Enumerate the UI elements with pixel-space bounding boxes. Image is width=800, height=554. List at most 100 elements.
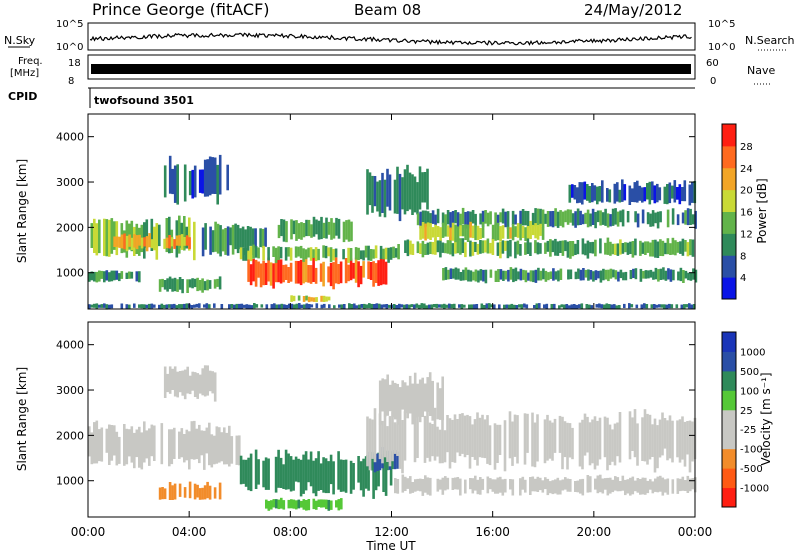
heatmap-cell bbox=[203, 485, 207, 500]
heatmap-cell bbox=[621, 243, 625, 254]
heatmap-cell bbox=[596, 420, 599, 466]
heatmap-cell bbox=[309, 247, 313, 261]
heatmap-cell bbox=[613, 304, 616, 310]
heatmap-cell bbox=[240, 303, 244, 309]
heatmap-cell bbox=[138, 234, 141, 246]
heatmap-cell bbox=[534, 223, 537, 239]
heatmap-cell bbox=[160, 423, 164, 465]
heatmap-cell bbox=[633, 182, 637, 203]
heatmap-cell bbox=[666, 209, 670, 228]
heatmap-cell bbox=[601, 180, 604, 203]
heatmap-cell bbox=[178, 215, 181, 254]
heatmap-cell bbox=[519, 478, 522, 496]
heatmap-cell bbox=[416, 383, 419, 417]
heatmap-cell bbox=[201, 487, 204, 500]
heatmap-cell bbox=[589, 213, 592, 227]
heatmap-cell bbox=[596, 475, 600, 494]
heatmap-cell bbox=[302, 454, 305, 494]
heatmap-cell bbox=[389, 247, 393, 260]
heatmap-cell bbox=[378, 180, 382, 217]
heatmap-cell bbox=[205, 427, 209, 454]
time-tick-label: 00:00 bbox=[71, 525, 106, 539]
heatmap-cell bbox=[314, 458, 318, 497]
heatmap-cell bbox=[270, 304, 274, 309]
heatmap-cell bbox=[483, 419, 487, 459]
y-tick-label: 1000 bbox=[56, 475, 84, 488]
heatmap-cell bbox=[406, 164, 409, 212]
heatmap-cell bbox=[304, 256, 308, 283]
heatmap-cell bbox=[683, 180, 687, 202]
heatmap-cell bbox=[244, 459, 248, 487]
heatmap-cell bbox=[299, 459, 303, 497]
heatmap-cell bbox=[334, 257, 338, 284]
heatmap-cell bbox=[619, 210, 622, 223]
heatmap-cell bbox=[576, 480, 580, 493]
heatmap-cell bbox=[249, 246, 253, 262]
freq-trace bbox=[91, 64, 691, 74]
heatmap-cell bbox=[460, 304, 464, 310]
heatmap-cell bbox=[501, 240, 505, 254]
heatmap-cell bbox=[320, 216, 323, 240]
heatmap-cell bbox=[335, 500, 338, 508]
heatmap-cell bbox=[481, 478, 485, 490]
heatmap-cell bbox=[691, 182, 694, 203]
heatmap-cell bbox=[464, 224, 467, 240]
heatmap-cell bbox=[211, 371, 214, 394]
colorbar-swatch bbox=[722, 370, 736, 391]
heatmap-cell bbox=[646, 212, 650, 225]
heatmap-cell bbox=[498, 304, 501, 310]
heatmap-cell bbox=[459, 272, 463, 281]
heatmap-cell bbox=[605, 303, 609, 309]
heatmap-cell bbox=[554, 271, 558, 280]
heatmap-cell bbox=[158, 224, 161, 247]
heatmap-cell bbox=[473, 419, 477, 460]
heatmap-cell bbox=[442, 268, 445, 281]
heatmap-cell bbox=[499, 212, 502, 223]
heatmap-cell bbox=[567, 269, 570, 280]
heatmap-cell bbox=[398, 387, 402, 420]
heatmap-cell bbox=[215, 426, 219, 464]
heatmap-cell bbox=[255, 304, 259, 308]
heatmap-cell bbox=[649, 269, 653, 278]
heatmap-cell bbox=[518, 304, 521, 308]
heatmap-cell bbox=[360, 304, 364, 308]
heatmap-cell bbox=[292, 220, 296, 235]
heatmap-cell bbox=[233, 304, 236, 310]
heatmap-cell bbox=[457, 268, 460, 280]
heatmap-cell bbox=[506, 211, 510, 229]
heatmap-cell bbox=[466, 414, 469, 455]
heatmap-cell bbox=[274, 247, 278, 263]
heatmap-cell bbox=[459, 478, 462, 496]
heatmap-cell bbox=[456, 419, 459, 453]
heatmap-cell bbox=[438, 429, 442, 464]
heatmap-cell bbox=[173, 239, 176, 249]
heatmap-cell bbox=[542, 268, 545, 280]
heatmap-cell bbox=[638, 185, 642, 201]
heatmap-cell bbox=[464, 267, 468, 281]
heatmap-cell bbox=[598, 186, 602, 202]
heatmap-cell bbox=[566, 209, 570, 225]
heatmap-cell bbox=[591, 183, 594, 203]
heatmap-cell bbox=[342, 221, 346, 243]
heatmap-cell bbox=[508, 411, 512, 459]
heatmap-cell bbox=[267, 257, 270, 282]
heatmap-cell bbox=[539, 477, 542, 491]
heatmap-cell bbox=[592, 271, 595, 282]
heatmap-cell bbox=[469, 478, 472, 490]
heatmap-cell bbox=[684, 210, 687, 225]
heatmap-cell bbox=[115, 236, 119, 247]
heatmap-cell bbox=[476, 225, 480, 241]
heatmap-cell bbox=[283, 304, 286, 310]
heatmap-cell bbox=[337, 218, 341, 239]
heatmap-cell bbox=[426, 409, 429, 458]
heatmap-cell bbox=[584, 243, 587, 256]
heatmap-cell bbox=[534, 269, 538, 283]
heatmap-cell bbox=[438, 388, 442, 420]
heatmap-cell bbox=[297, 246, 300, 257]
heatmap-cell bbox=[206, 481, 209, 499]
heatmap-cell bbox=[130, 237, 134, 250]
heatmap-cell bbox=[138, 426, 141, 468]
heatmap-cell bbox=[529, 270, 533, 282]
heatmap-cell bbox=[391, 411, 394, 462]
y-tick-label: 2000 bbox=[56, 429, 84, 442]
